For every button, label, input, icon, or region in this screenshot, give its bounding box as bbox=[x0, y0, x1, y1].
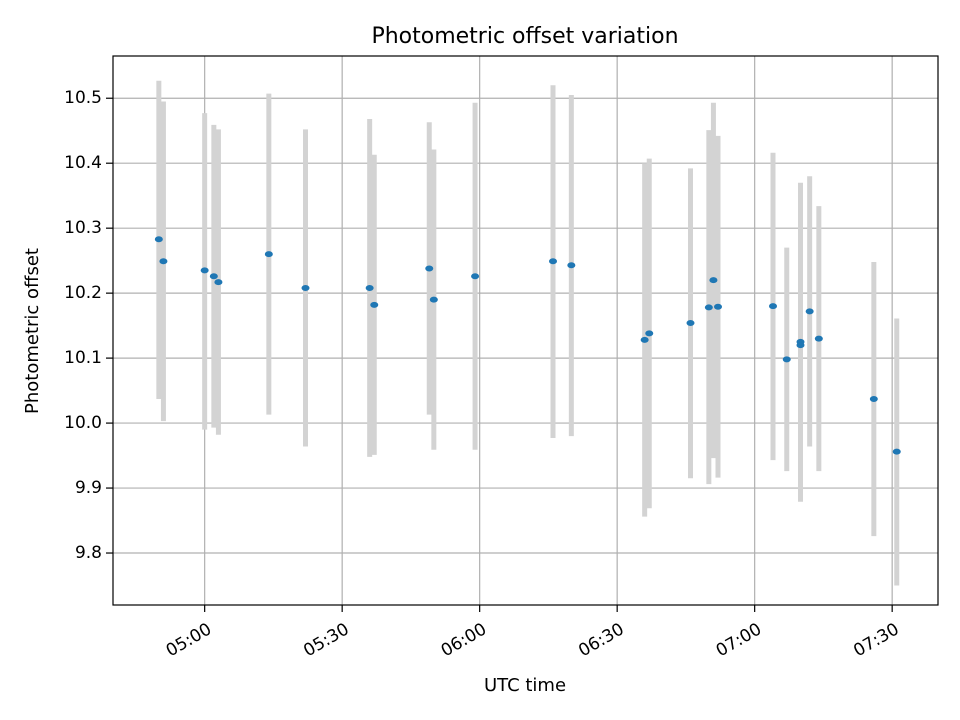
data-point bbox=[796, 342, 805, 349]
data-point bbox=[429, 296, 438, 303]
data-point bbox=[686, 320, 695, 327]
data-point bbox=[704, 304, 713, 311]
y-axis-ticks: 9.8 9.9 10.0 10.1 10.2 10.3 10.4 10.5 bbox=[64, 88, 113, 563]
data-point bbox=[549, 258, 557, 265]
chart-title: Photometric offset variation bbox=[371, 24, 678, 49]
data-point bbox=[370, 301, 379, 308]
data-point bbox=[425, 265, 434, 272]
data-points bbox=[154, 236, 901, 455]
data-point bbox=[264, 251, 273, 258]
data-point bbox=[640, 336, 649, 343]
data-point bbox=[782, 356, 791, 363]
data-point bbox=[159, 258, 168, 265]
plot-frame bbox=[112, 55, 939, 606]
data-point bbox=[892, 448, 901, 455]
y-tick-label: 9.9 bbox=[75, 478, 102, 498]
data-point bbox=[471, 273, 480, 280]
y-tick-label: 10.2 bbox=[64, 283, 102, 303]
data-point bbox=[769, 303, 777, 310]
y-tick-label: 10.1 bbox=[64, 348, 102, 368]
data-point bbox=[645, 330, 654, 337]
data-point bbox=[567, 262, 576, 269]
data-point bbox=[709, 277, 718, 284]
x-axis-label: UTC time bbox=[484, 675, 566, 696]
data-point bbox=[805, 308, 814, 315]
y-tick-label: 9.8 bbox=[75, 543, 102, 563]
data-point bbox=[154, 236, 163, 243]
y-tick-label: 10.3 bbox=[64, 218, 102, 238]
data-point bbox=[714, 303, 722, 310]
y-tick-label: 10.5 bbox=[64, 88, 102, 108]
data-point bbox=[209, 273, 218, 280]
y-axis-label: Photometric offset bbox=[22, 248, 43, 414]
data-point bbox=[214, 279, 223, 286]
y-tick-label: 10.4 bbox=[64, 153, 102, 173]
data-point bbox=[814, 335, 823, 342]
data-point bbox=[869, 396, 878, 403]
data-point bbox=[200, 267, 209, 274]
data-point bbox=[301, 284, 310, 291]
data-point bbox=[365, 284, 374, 291]
y-tick-label: 10.0 bbox=[64, 413, 102, 433]
